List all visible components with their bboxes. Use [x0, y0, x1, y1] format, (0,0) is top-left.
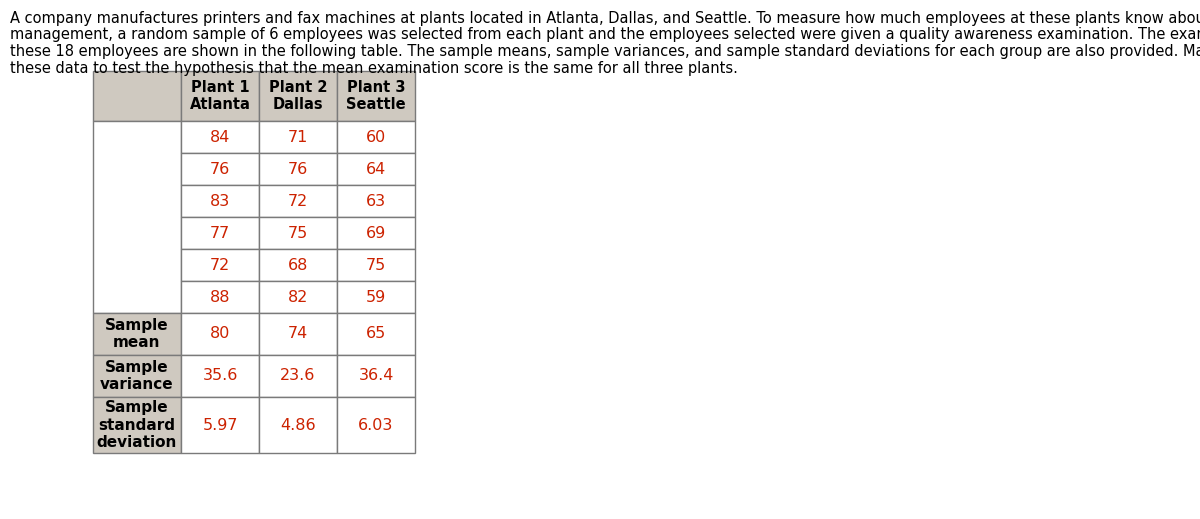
Text: Plant 1
Atlanta: Plant 1 Atlanta [190, 80, 251, 112]
Text: these data to test the hypothesis that the mean examination score is the same fo: these data to test the hypothesis that t… [10, 61, 738, 75]
Bar [181, 397, 259, 453]
Bar [337, 217, 415, 249]
Text: 59: 59 [366, 290, 386, 305]
Bar [337, 121, 415, 153]
Text: 74: 74 [288, 326, 308, 342]
Text: 4.86: 4.86 [280, 417, 316, 432]
Bar [94, 121, 181, 313]
Bar [259, 185, 337, 217]
Bar [259, 71, 337, 121]
Text: 77: 77 [210, 225, 230, 240]
Text: 65: 65 [366, 326, 386, 342]
Text: 23.6: 23.6 [281, 368, 316, 384]
Bar [94, 71, 181, 121]
Bar [337, 281, 415, 313]
Text: 76: 76 [210, 161, 230, 176]
Bar [259, 281, 337, 313]
Bar [259, 121, 337, 153]
Text: Sample
mean: Sample mean [106, 318, 169, 350]
Text: Sample
variance: Sample variance [100, 360, 174, 392]
Text: 83: 83 [210, 194, 230, 209]
Bar [181, 121, 259, 153]
Text: these 18 employees are shown in the following table. The sample means, sample va: these 18 employees are shown in the foll… [10, 44, 1200, 59]
Text: 71: 71 [288, 130, 308, 144]
Text: Plant 2
Dallas: Plant 2 Dallas [269, 80, 328, 112]
Text: 84: 84 [210, 130, 230, 144]
Bar [181, 153, 259, 185]
Bar [337, 153, 415, 185]
Bar [337, 185, 415, 217]
Text: 80: 80 [210, 326, 230, 342]
Bar [181, 313, 259, 355]
Bar [337, 71, 415, 121]
Text: Sample
standard
deviation: Sample standard deviation [97, 400, 178, 450]
Bar [259, 217, 337, 249]
Text: 75: 75 [366, 257, 386, 272]
Text: A company manufactures printers and fax machines at plants located in Atlanta, D: A company manufactures printers and fax … [10, 11, 1200, 26]
Bar [181, 281, 259, 313]
Bar [259, 313, 337, 355]
Text: 72: 72 [288, 194, 308, 209]
Text: 63: 63 [366, 194, 386, 209]
Bar [337, 313, 415, 355]
Text: 35.6: 35.6 [203, 368, 238, 384]
Text: 68: 68 [288, 257, 308, 272]
Bar [94, 313, 181, 355]
Bar [337, 397, 415, 453]
Text: 88: 88 [210, 290, 230, 305]
Bar [181, 355, 259, 397]
Bar [181, 71, 259, 121]
Bar [259, 355, 337, 397]
Text: 6.03: 6.03 [359, 417, 394, 432]
Bar [181, 249, 259, 281]
Bar [94, 355, 181, 397]
Text: 60: 60 [366, 130, 386, 144]
Bar [337, 355, 415, 397]
Text: 76: 76 [288, 161, 308, 176]
Bar [94, 397, 181, 453]
Bar [181, 185, 259, 217]
Text: 64: 64 [366, 161, 386, 176]
Text: Plant 3
Seattle: Plant 3 Seattle [346, 80, 406, 112]
Text: management, a random sample of 6 employees was selected from each plant and the : management, a random sample of 6 employe… [10, 28, 1200, 43]
Bar [259, 153, 337, 185]
Text: 82: 82 [288, 290, 308, 305]
Text: 72: 72 [210, 257, 230, 272]
Text: 5.97: 5.97 [203, 417, 238, 432]
Bar [259, 397, 337, 453]
Bar [259, 249, 337, 281]
Bar [181, 217, 259, 249]
Text: 69: 69 [366, 225, 386, 240]
Bar [337, 249, 415, 281]
Text: 36.4: 36.4 [359, 368, 394, 384]
Text: 75: 75 [288, 225, 308, 240]
